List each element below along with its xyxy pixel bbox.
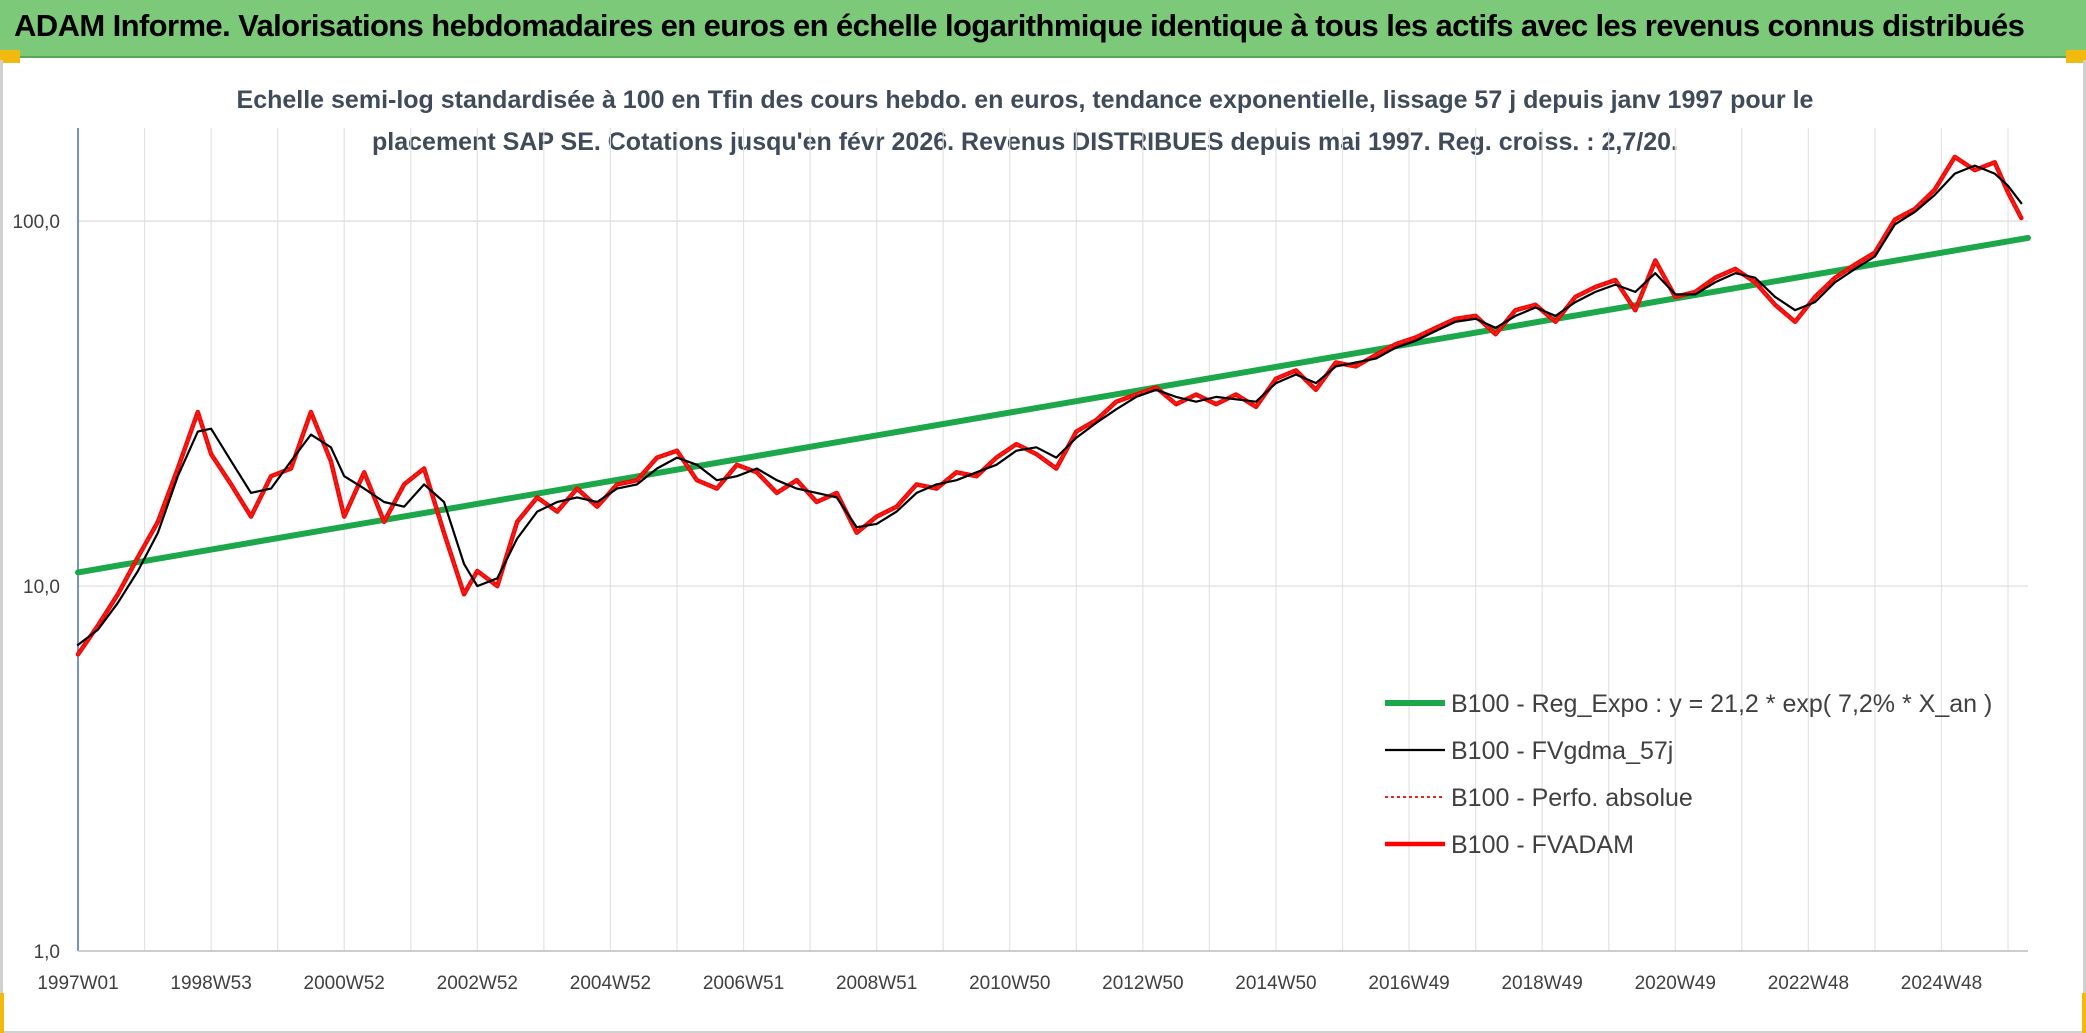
x-tick-label: 2000W52	[304, 973, 385, 994]
x-tick-label: 2016W49	[1368, 973, 1449, 994]
corner-accent-top-right	[2066, 50, 2086, 63]
y-tick-label: 10,0	[23, 577, 60, 598]
corner-accent-bottom-left	[0, 993, 4, 1033]
x-tick-label: 2006W51	[703, 973, 784, 994]
banner-title: ADAM Informe. Valorisations hebdomadaire…	[14, 8, 2025, 43]
corner-accent-top-left	[0, 50, 20, 63]
legend-label: B100 - FVADAM	[1451, 831, 1634, 859]
x-tick-label: 2018W49	[1501, 973, 1582, 994]
y-tick-label: 1,0	[34, 942, 60, 963]
series-line-1	[75, 234, 2031, 576]
x-tick-label: 2004W52	[570, 973, 651, 994]
chart-subtitle-line-2: placement SAP SE. Cotations jusqu'en fév…	[372, 128, 1678, 156]
chart-legend: B100 - Reg_Expo : y = 21,2 * exp( 7,2% *…	[1385, 690, 1992, 859]
x-tick-label: 2022W48	[1768, 973, 1849, 994]
x-tick-label: 2002W52	[437, 973, 518, 994]
chart-frame	[0, 60, 2086, 1033]
x-tick-label: 1998W53	[170, 973, 251, 994]
x-tick-label: 2014W50	[1235, 973, 1316, 994]
header-banner: ADAM Informe. Valorisations hebdomadaire…	[0, 0, 2086, 58]
corner-accent-bottom-right	[2082, 993, 2086, 1033]
x-tick-label: 2024W48	[1901, 973, 1982, 994]
chart-series	[75, 154, 2031, 657]
legend-label: B100 - FVgdma_57j	[1451, 737, 1673, 765]
x-tick-label: 1997W01	[37, 973, 118, 994]
series-line-3	[77, 155, 2023, 656]
legend-label: B100 - Perfo. absolue	[1451, 784, 1693, 812]
legend-label: B100 - Reg_Expo : y = 21,2 * exp( 7,2% *…	[1451, 690, 1992, 718]
x-tick-label: 2010W50	[969, 973, 1050, 994]
x-tick-label: 2020W49	[1635, 973, 1716, 994]
x-tick-label: 2008W51	[836, 973, 917, 994]
chart-axes: 1,0 10,0 100,0 1997W01 1998W53 2000W52 2002W52…	[12, 128, 2028, 994]
x-tick-label: 2012W50	[1102, 973, 1183, 994]
series-line-2	[76, 164, 2023, 646]
y-tick-label: 100,0	[12, 212, 60, 233]
chart-subtitle-line-1: Echelle semi-log standardisée à 100 en T…	[236, 86, 1814, 114]
chart-grid	[77, 128, 2028, 952]
